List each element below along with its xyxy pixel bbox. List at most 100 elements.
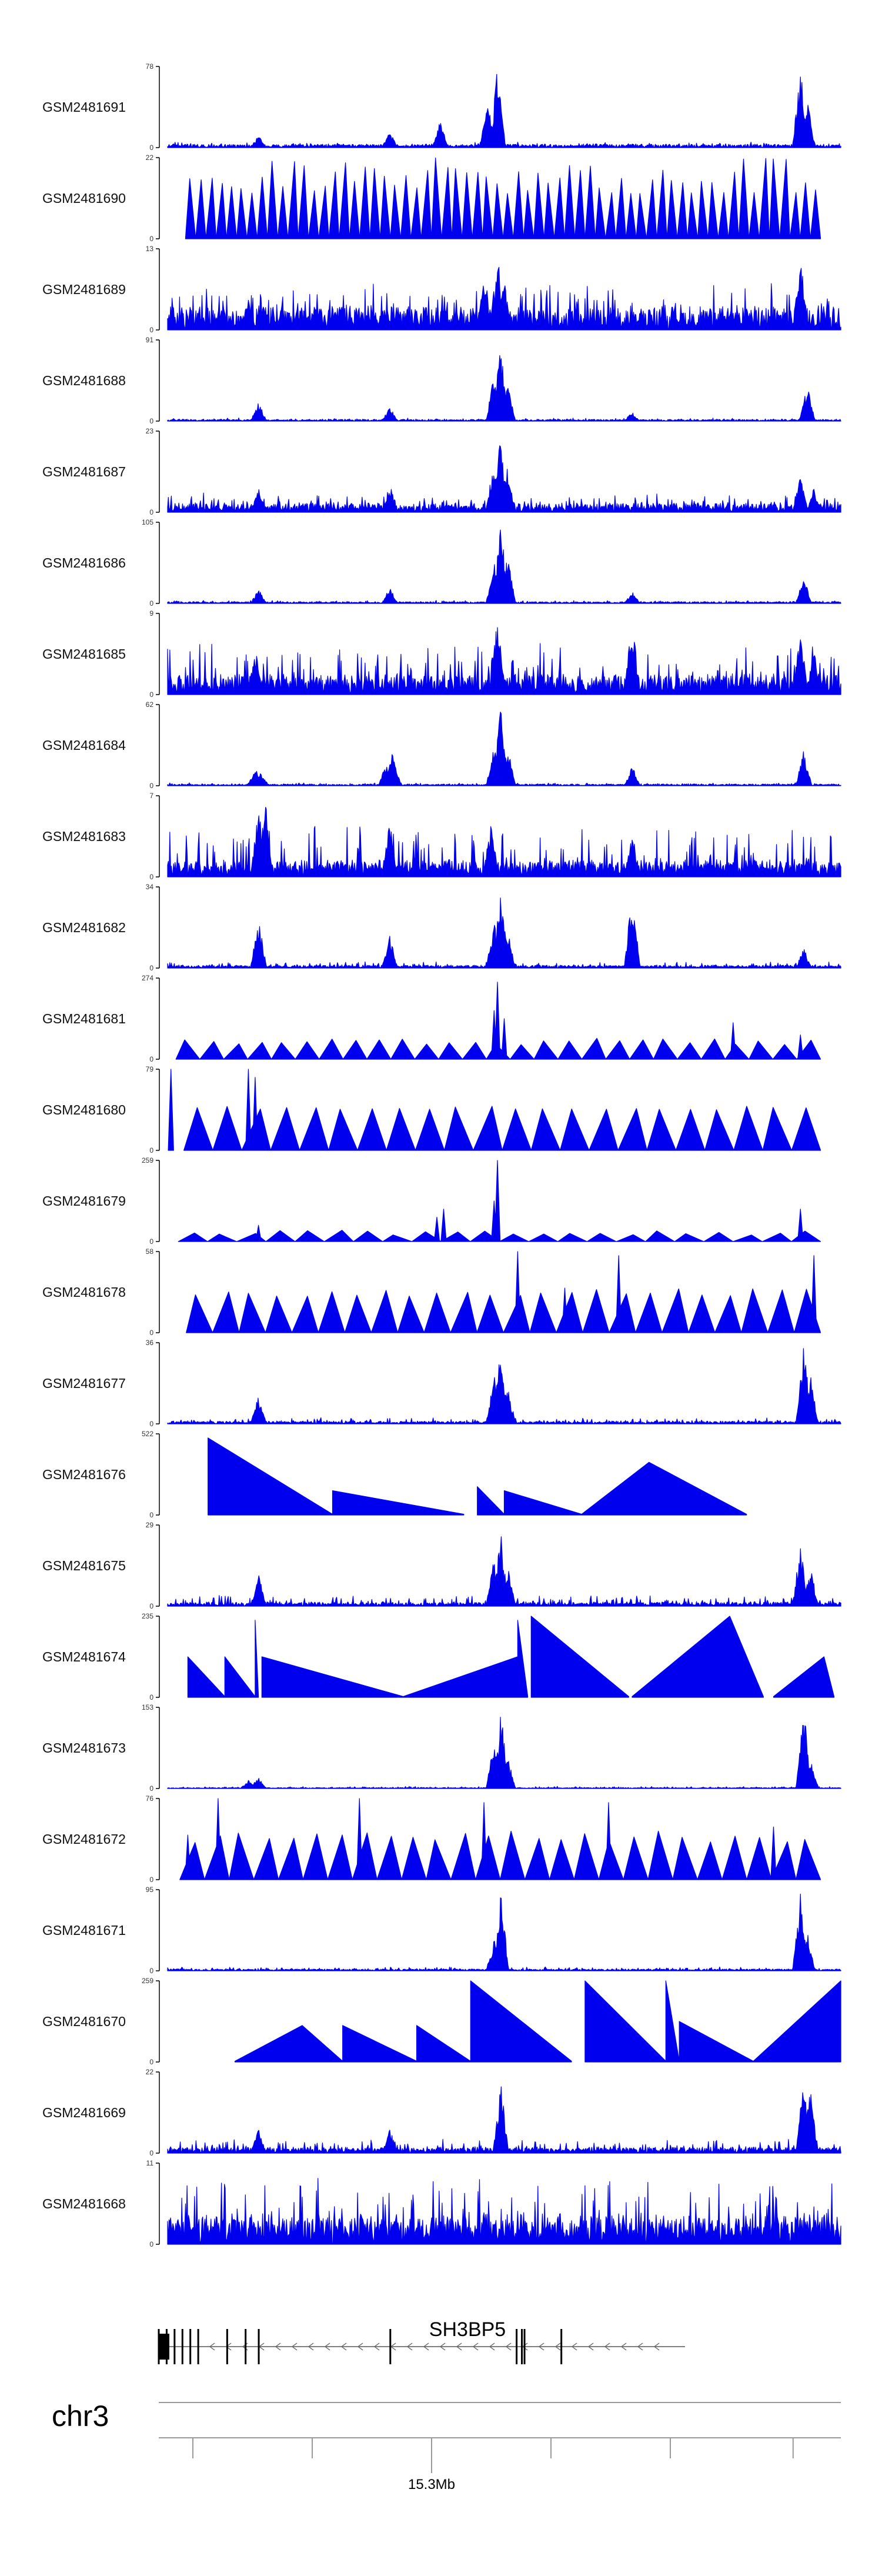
y-max-label: 58 xyxy=(146,1247,154,1256)
gene-utr-block xyxy=(159,2334,169,2360)
track-label: GSM2481687 xyxy=(42,464,126,479)
chromosome-axis: chr3 15.3Mb xyxy=(52,2400,841,2492)
track-label: GSM2481685 xyxy=(42,646,126,662)
y-max-label: 22 xyxy=(146,2068,154,2076)
strand-arrow xyxy=(472,2343,479,2351)
strand-arrow xyxy=(571,2343,577,2351)
gene-name-label: SH3BP5 xyxy=(429,2318,506,2341)
track-GSM2481682: GSM2481682 34 0 xyxy=(42,883,841,972)
track-GSM2481673: GSM2481673 153 0 xyxy=(42,1703,841,1793)
y-min-label: 0 xyxy=(149,964,153,972)
signal-area xyxy=(187,1616,835,1698)
y-min-label: 0 xyxy=(149,326,153,334)
y-max-label: 522 xyxy=(142,1430,153,1438)
signal-area xyxy=(167,266,841,331)
strand-arrow xyxy=(538,2343,544,2351)
gene-exon xyxy=(516,2329,518,2364)
strand-arrow xyxy=(439,2343,446,2351)
strand-arrow xyxy=(209,2343,215,2351)
track-GSM2481676: GSM2481676 522 0 xyxy=(42,1430,747,1519)
signal-area xyxy=(186,1251,821,1333)
track-label: GSM2481682 xyxy=(42,920,126,935)
signal-area xyxy=(167,529,841,604)
signal-area xyxy=(167,807,841,877)
y-min-label: 0 xyxy=(149,1602,153,1610)
track-GSM2481680: GSM2481680 79 0 xyxy=(42,1065,821,1154)
track-label: GSM2481676 xyxy=(42,1467,126,1482)
gene-exon xyxy=(165,2329,168,2364)
y-min-label: 0 xyxy=(149,508,153,516)
y-min-label: 0 xyxy=(149,1146,153,1154)
track-GSM2481683: GSM2481683 7 0 xyxy=(42,792,841,881)
y-min-label: 0 xyxy=(149,782,153,790)
y-max-label: 76 xyxy=(146,1794,154,1803)
signal-area xyxy=(167,74,841,148)
signal-area xyxy=(175,982,821,1060)
y-min-label: 0 xyxy=(149,1784,153,1793)
signal-area xyxy=(167,355,841,422)
track-label: GSM2481668 xyxy=(42,2196,126,2211)
track-label: GSM2481669 xyxy=(42,2105,126,2120)
track-GSM2481686: GSM2481686 105 0 xyxy=(42,518,841,608)
track-label: GSM2481670 xyxy=(42,2014,126,2029)
strand-arrow xyxy=(340,2343,347,2351)
y-max-label: 105 xyxy=(142,518,153,526)
strand-arrow xyxy=(406,2343,413,2351)
gene-exon xyxy=(523,2329,526,2364)
y-min-label: 0 xyxy=(149,1420,153,1428)
y-min-label: 0 xyxy=(149,417,153,425)
y-min-label: 0 xyxy=(149,2058,153,2066)
y-max-label: 13 xyxy=(146,245,154,253)
y-max-label: 36 xyxy=(146,1339,154,1347)
strand-arrow xyxy=(505,2343,512,2351)
gene-exon xyxy=(173,2329,176,2364)
signal-area xyxy=(167,1893,841,1971)
strand-arrow xyxy=(604,2343,610,2351)
signal-area xyxy=(167,2086,841,2154)
strand-arrow xyxy=(275,2343,281,2351)
signal-area xyxy=(167,627,841,695)
track-label: GSM2481671 xyxy=(42,1923,126,1938)
gene-exon xyxy=(245,2329,247,2364)
strand-arrow xyxy=(308,2343,314,2351)
strand-arrow xyxy=(587,2343,594,2351)
y-max-label: 11 xyxy=(146,2159,154,2167)
strand-arrow xyxy=(324,2343,330,2351)
track-label: GSM2481679 xyxy=(42,1193,126,1209)
strand-arrow xyxy=(620,2343,627,2351)
y-min-label: 0 xyxy=(149,2240,153,2248)
y-min-label: 0 xyxy=(149,599,153,608)
y-max-label: 153 xyxy=(142,1703,153,1711)
y-min-label: 0 xyxy=(149,1055,153,1063)
gene-exon xyxy=(158,2329,160,2364)
track-GSM2481677: GSM2481677 36 0 xyxy=(42,1339,841,1428)
y-max-label: 79 xyxy=(146,1065,154,1073)
signal-area xyxy=(179,1798,821,1880)
gene-exon xyxy=(389,2329,392,2364)
track-label: GSM2481672 xyxy=(42,1831,126,1847)
y-max-label: 274 xyxy=(142,974,153,982)
track-label: GSM2481683 xyxy=(42,829,126,844)
signal-area xyxy=(168,1069,821,1151)
track-GSM2481688: GSM2481688 91 0 xyxy=(42,336,841,425)
track-label: GSM2481680 xyxy=(42,1102,126,1117)
strand-arrow xyxy=(357,2343,363,2351)
y-max-label: 22 xyxy=(146,154,154,162)
track-GSM2481687: GSM2481687 23 0 xyxy=(42,427,841,516)
y-min-label: 0 xyxy=(149,1511,153,1519)
signal-area xyxy=(167,1536,841,1607)
strand-arrow xyxy=(373,2343,380,2351)
position-tick-label: 15.3Mb xyxy=(408,2477,455,2492)
y-min-label: 0 xyxy=(149,1967,153,1975)
gene-exon xyxy=(197,2329,199,2364)
y-max-label: 62 xyxy=(146,700,154,709)
track-GSM2481684: GSM2481684 62 0 xyxy=(42,700,841,790)
y-min-label: 0 xyxy=(149,873,153,881)
y-max-label: 29 xyxy=(146,1521,154,1529)
strand-arrow xyxy=(291,2343,298,2351)
track-GSM2481671: GSM2481671 95 0 xyxy=(42,1886,841,1975)
y-min-label: 0 xyxy=(149,1693,153,1701)
signal-area xyxy=(234,1980,841,2063)
track-GSM2481674: GSM2481674 235 0 xyxy=(42,1612,835,1701)
